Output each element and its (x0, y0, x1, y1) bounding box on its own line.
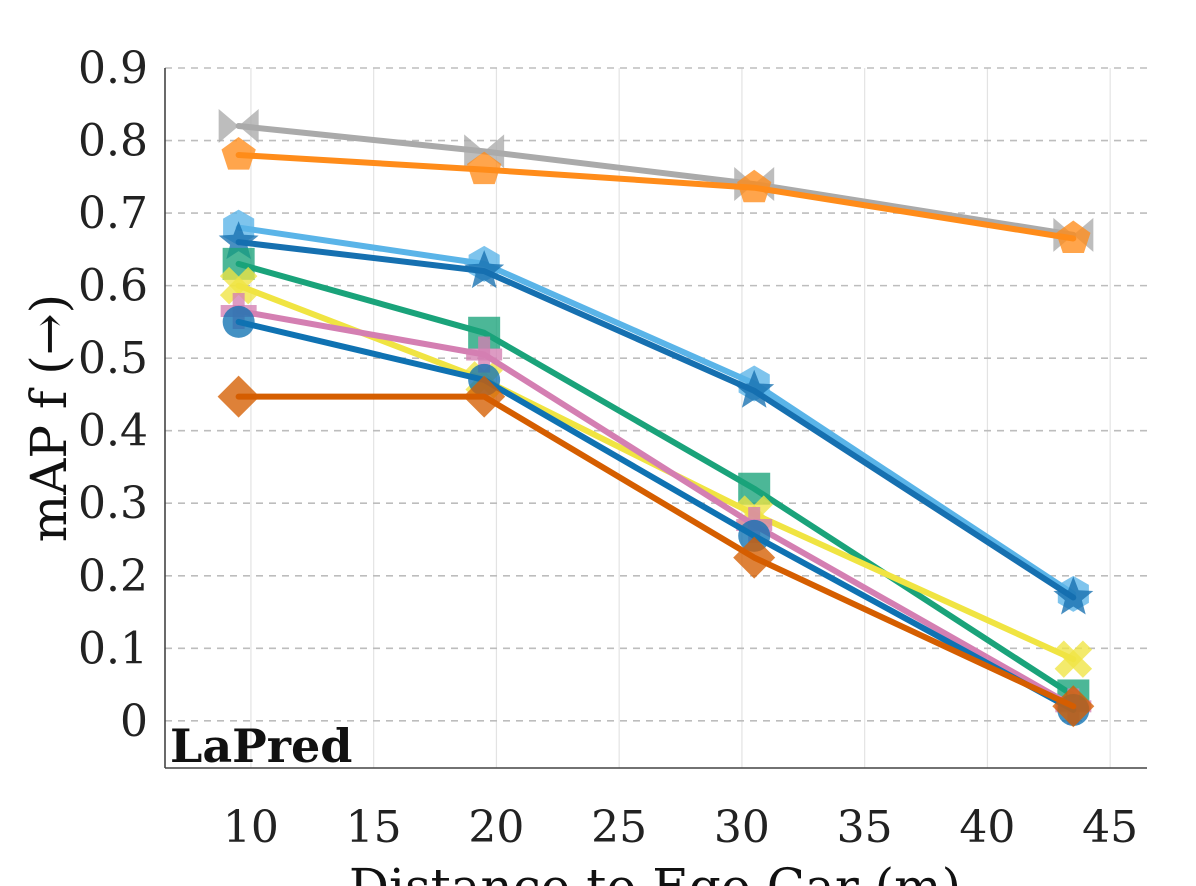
data-point-marker (217, 375, 260, 418)
y-tick-label: 0.2 (78, 551, 148, 602)
data-point-marker (1056, 220, 1091, 253)
axes (164, 68, 1147, 769)
series-line (235, 318, 1077, 713)
x-tick-label: 10 (223, 802, 279, 853)
x-tick-label: 45 (1082, 802, 1138, 853)
data-point-marker (219, 266, 258, 305)
y-tick-label: 0.9 (78, 43, 148, 94)
x-axis-title: Distance to Ego Car (m) (349, 858, 961, 886)
y-tick-label: 0.7 (78, 188, 148, 239)
series-line (235, 239, 1077, 601)
data-point-marker (1054, 640, 1093, 678)
data-point-marker (218, 221, 259, 260)
series-yellow-x (219, 266, 1093, 678)
series-line (235, 393, 1077, 710)
x-tick-label: 20 (468, 802, 524, 853)
data-point-marker (738, 519, 771, 552)
y-tick-label: 0 (120, 696, 148, 747)
y-tick-label: 0.5 (78, 333, 148, 384)
y-tick-label: 0.3 (78, 478, 148, 529)
series-group (217, 109, 1095, 728)
data-point-marker (467, 151, 502, 185)
x-tick-label: 25 (591, 802, 647, 853)
data-point-marker (218, 109, 259, 144)
data-point-marker (734, 369, 775, 408)
series-skyblue-hexagon (223, 209, 1089, 612)
series-line (235, 260, 1077, 699)
series-line (235, 123, 1077, 238)
data-point-marker (737, 169, 772, 203)
y-tick-label: 0.6 (78, 261, 148, 312)
data-point-marker (1052, 685, 1095, 728)
series-line (235, 152, 1077, 242)
x-marker-bar (1054, 640, 1093, 678)
data-point-marker (464, 250, 505, 289)
series-line (235, 224, 1077, 597)
plus-marker-bar (478, 336, 491, 373)
x-marker-bar (219, 266, 258, 305)
x-tick-label: 35 (837, 802, 893, 853)
series-vermilion-diamond (217, 375, 1095, 728)
y-tick-label: 0.8 (78, 116, 148, 167)
x-tick-label: 15 (346, 802, 402, 853)
tick-labels: 10 15 20 25 30 35 40 45 0 0.1 0.2 0.3 0.4 0.5 0.6 0.7 0.… (78, 43, 1138, 853)
series-line (235, 308, 1077, 710)
series-orange-pentagon (221, 137, 1091, 253)
series-blue-star (218, 221, 1094, 615)
data-point-marker (733, 536, 776, 579)
data-point-marker (1053, 576, 1094, 615)
y-tick-label: 0.1 (78, 623, 148, 674)
data-point-marker (221, 137, 256, 170)
y-tick-label: 0.4 (78, 406, 148, 457)
data-point-marker (466, 336, 503, 373)
data-point-marker (222, 305, 255, 338)
data-point-marker (463, 375, 506, 418)
x-tick-label: 30 (714, 802, 770, 853)
panel-label: LaPred (170, 719, 352, 773)
x-tick-label: 40 (959, 802, 1015, 853)
y-axis-title: mAP f (→) (20, 294, 78, 542)
